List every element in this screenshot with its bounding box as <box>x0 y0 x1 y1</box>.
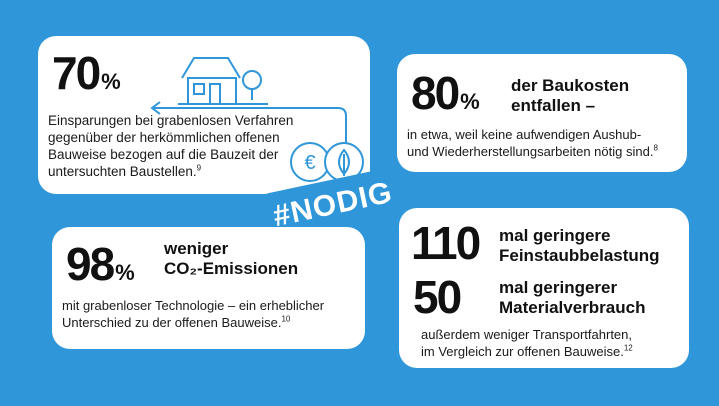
house-icon <box>181 57 241 105</box>
costs-card: 80% der Baukosten entfallen – in etwa, w… <box>397 54 687 172</box>
costs-heading: der Baukosten entfallen – <box>511 76 630 115</box>
tree-icon <box>242 70 262 100</box>
costs-text: in etwa, weil keine aufwendigen Aushub- … <box>407 127 658 159</box>
euro-coin-icon: € <box>290 142 330 182</box>
co2-text: mit grabenloser Technologie – ein erhebl… <box>62 298 325 330</box>
fine-dust-heading: mal geringere Feinstaubbelastung <box>499 226 660 265</box>
co2-value: 98% <box>66 238 135 290</box>
arrow-left-icon <box>150 101 347 148</box>
co2-card: 98% weniger CO₂-Emissionen mit grabenlos… <box>52 227 365 349</box>
fine-dust-card: 110 mal geringere Feinstaubbelastung 50 … <box>399 208 689 368</box>
material-value: 50 <box>413 271 462 323</box>
costs-value: 80% <box>411 67 480 119</box>
fine-dust-text: außerdem weniger Transportfahrten, im Ve… <box>421 327 633 359</box>
svg-text:€: € <box>304 152 315 174</box>
material-heading: mal geringerer Materialverbrauch <box>499 278 646 317</box>
savings-text: Einsparungen bei grabenlosen Verfahren g… <box>48 113 294 179</box>
co2-heading: weniger CO₂-Emissionen <box>164 239 299 278</box>
savings-value: 70% <box>52 47 121 99</box>
fine-dust-value: 110 <box>411 217 481 269</box>
savings-card: 70% Einsparungen bei grabenlosen Verfahr… <box>38 36 370 194</box>
savings-illustration: € <box>150 57 364 182</box>
